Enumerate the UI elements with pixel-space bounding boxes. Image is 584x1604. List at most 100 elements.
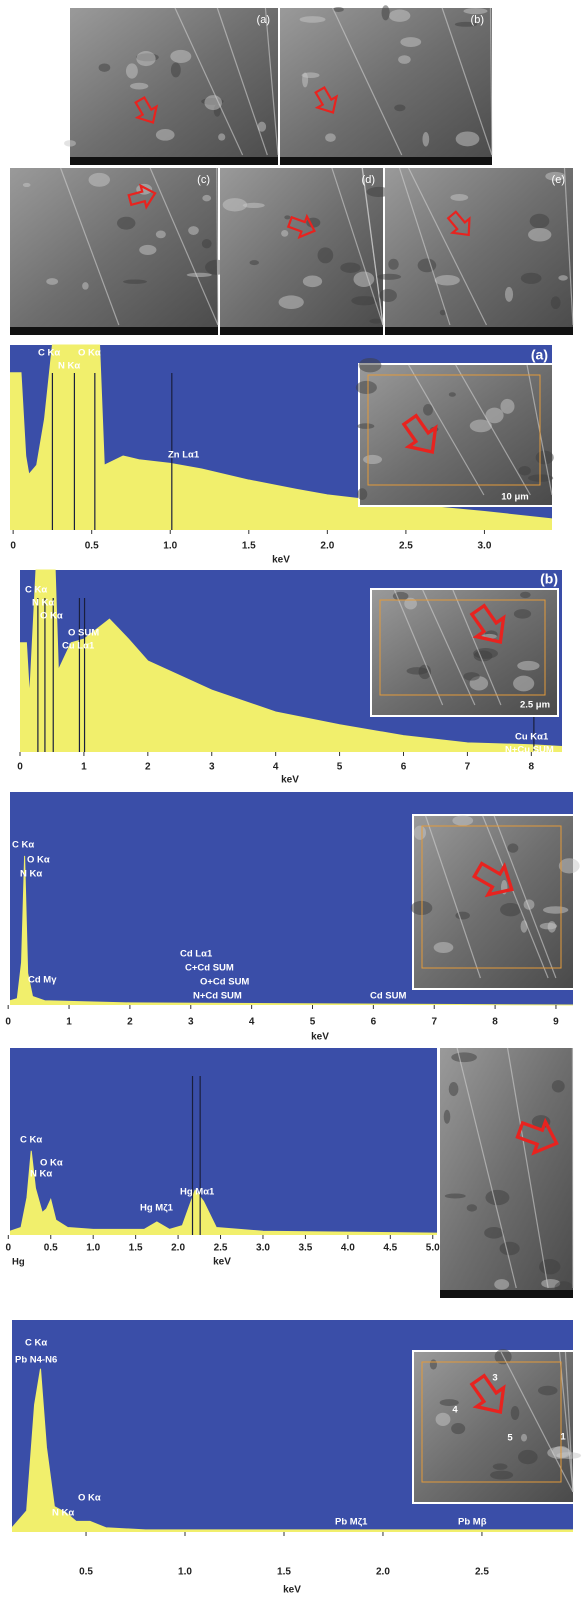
texture <box>155 230 166 239</box>
texture <box>125 63 138 79</box>
x-tick-label: 2.0 <box>320 541 334 552</box>
x-tick-label: 1 <box>81 762 87 773</box>
spectrum-line <box>9 1150 438 1234</box>
x-tick-label: 3.0 <box>477 541 491 552</box>
x-tick-label: 2.5 <box>214 1243 228 1254</box>
micrograph <box>414 816 573 988</box>
inset-label: 4 <box>452 1405 458 1416</box>
x-tick-label: 0 <box>6 1243 12 1254</box>
peak-label: O SUM <box>68 628 99 639</box>
peak-label: Pb Mζ1 <box>335 1517 368 1528</box>
peak-label: C Kα <box>25 1338 47 1349</box>
x-tick-label: 1 <box>66 1017 72 1028</box>
texture <box>492 1463 508 1470</box>
x-axis-label: keV <box>272 555 290 566</box>
texture <box>351 296 378 306</box>
red-arrow <box>134 95 159 124</box>
fiber-edge <box>452 589 502 706</box>
fiber-edge <box>482 815 549 979</box>
fiber-edge <box>558 1351 574 1493</box>
texture <box>22 182 31 188</box>
panel-label: (b) <box>540 571 558 587</box>
peak-label: N Kα <box>58 361 80 372</box>
texture <box>528 227 552 242</box>
texture <box>46 278 59 285</box>
x-tick-label: 2.0 <box>376 1567 390 1578</box>
peak-label: O Kα <box>40 1158 63 1169</box>
fiber-edge <box>456 1047 517 1289</box>
fiber-edge <box>425 815 481 979</box>
fiber-edge <box>264 7 279 156</box>
texture <box>500 902 522 917</box>
texture <box>202 194 212 202</box>
peak-label: O Kα <box>78 348 101 359</box>
x-tick-label: 6 <box>401 762 407 773</box>
red-arrow <box>127 183 157 210</box>
x-tick-label: 1.5 <box>242 541 256 552</box>
texture <box>528 474 554 482</box>
texture <box>417 258 437 273</box>
red-arrow <box>446 210 471 237</box>
texture <box>249 260 259 266</box>
texture <box>366 186 392 197</box>
texture <box>117 216 136 230</box>
texture <box>539 922 558 930</box>
info-bar <box>10 327 218 335</box>
texture <box>302 72 309 88</box>
texture <box>404 597 417 610</box>
texture <box>139 244 157 255</box>
x-tick-label: 2 <box>145 762 151 773</box>
texture <box>545 171 566 181</box>
texture <box>170 49 192 63</box>
texture <box>88 172 110 187</box>
fiber-edge <box>564 1351 574 1493</box>
peak-label: N Kα <box>30 1169 52 1180</box>
texture <box>454 21 478 27</box>
info-bar <box>385 327 573 335</box>
texture <box>517 660 540 671</box>
peak-label: Pb Mβ <box>458 1517 487 1528</box>
peak-label: Cd Lα1 <box>180 949 213 960</box>
red-arrow <box>515 1117 559 1156</box>
texture <box>413 825 427 840</box>
area-fill <box>10 1150 437 1235</box>
inset-label: 1 <box>560 1432 566 1443</box>
peak-label: O Kα <box>40 611 63 622</box>
area-fill <box>20 570 562 752</box>
texture <box>450 194 469 201</box>
texture <box>550 296 561 310</box>
texture <box>448 392 456 397</box>
x-tick-label: 4.0 <box>341 1243 355 1254</box>
texture <box>353 271 375 287</box>
texture <box>284 215 291 220</box>
x-tick-label: 3.0 <box>256 1243 270 1254</box>
texture <box>537 1385 558 1396</box>
area-fill <box>12 1368 573 1532</box>
peak-label: N Kα <box>32 598 54 609</box>
texture <box>302 275 323 288</box>
fiber-edge <box>489 7 493 156</box>
x-tick-label: 5 <box>310 1017 316 1028</box>
texture <box>443 1109 451 1124</box>
texture <box>455 911 470 920</box>
peak-label: Cd Mγ <box>28 975 57 986</box>
info-bar <box>70 157 278 165</box>
texture <box>363 454 383 465</box>
micrograph <box>70 8 278 165</box>
peak-label: Zn Lα1 <box>168 450 200 461</box>
texture <box>452 815 474 826</box>
plot-background <box>10 1048 437 1235</box>
texture <box>543 906 569 914</box>
x-axis-label: keV <box>283 1585 301 1596</box>
texture <box>434 274 460 286</box>
fiber-edge <box>216 167 219 326</box>
info-bar <box>280 157 492 165</box>
x-tick-label: 4.5 <box>383 1243 397 1254</box>
peak-label: N Kα <box>20 869 42 880</box>
texture <box>281 229 289 237</box>
fiber-edge <box>361 167 384 326</box>
texture <box>278 295 304 310</box>
texture <box>188 226 199 235</box>
texture <box>317 247 334 264</box>
texture <box>466 1204 478 1212</box>
